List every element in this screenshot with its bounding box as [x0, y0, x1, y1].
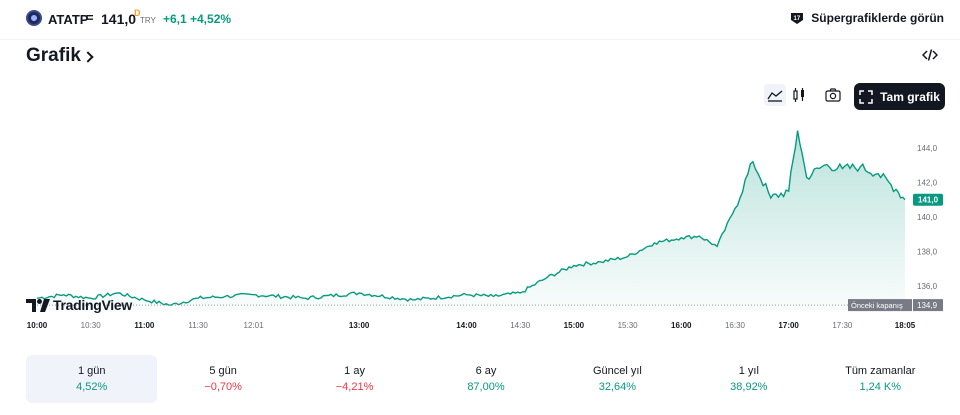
supercharts-icon: 17	[791, 13, 804, 24]
supercharts-label: Süpergrafiklerde görün	[811, 11, 944, 25]
period-value: 32,64%	[598, 381, 637, 393]
tradingview-watermark: TradingView	[26, 297, 132, 313]
section-title-text: Grafik	[26, 45, 81, 66]
last-price-tag	[913, 193, 943, 206]
period-label: 1 yıl	[738, 365, 759, 377]
period-value: 87,00%	[467, 381, 505, 393]
prev-close-value-tag	[913, 299, 943, 312]
area-chart-icon	[767, 90, 783, 102]
separator: =	[86, 10, 94, 25]
x-tick-label: 10:30	[81, 321, 102, 330]
period-tab[interactable]: Tüm zamanlar 1,24 K%	[815, 355, 946, 403]
prev-close-value: 134,9	[917, 301, 938, 310]
y-tick-label: 138,0	[917, 248, 938, 257]
period-label: 1 ay	[344, 365, 365, 377]
x-tick-label: 15:00	[564, 321, 585, 330]
y-tick-label: 142,0	[917, 178, 938, 187]
period-tab[interactable]: 1 yıl 38,92%	[683, 355, 814, 403]
period-tab[interactable]: 6 ay 87,00%	[420, 355, 551, 403]
x-tick-label: 14:30	[510, 321, 531, 330]
x-tick-label: 12:01	[244, 321, 265, 330]
tradingview-logo-text: TradingView	[53, 297, 132, 313]
chart-canvas: 144,0 142,0 140,0 138,0 136,0 141,0 Önceki kap…	[27, 130, 943, 330]
last-price-label: 141,0	[918, 196, 939, 205]
candles-chart-button[interactable]	[788, 84, 810, 106]
period-value: 1,24 K%	[859, 381, 902, 393]
symbol-header: ATATP = 141,0 D TRY +6,1 +4,52% 17 Süper…	[0, 0, 960, 40]
x-tick-label: 17:30	[832, 321, 853, 330]
price-chart[interactable]: 144,0 142,0 140,0 138,0 136,0 141,0 Önceki kap…	[0, 112, 960, 337]
chevron-right-icon	[82, 51, 94, 63]
currency-label: TRY	[140, 16, 156, 25]
y-tick-label: 144,0	[917, 144, 938, 153]
x-tick-label: 14:00	[456, 321, 477, 330]
x-tick-label: 11:00	[134, 321, 155, 330]
period-label: 5 gün	[209, 365, 237, 377]
prev-close-label: Önceki kapanış	[851, 301, 903, 310]
period-value: 38,92%	[730, 381, 768, 393]
period-label: Güncel yıl	[592, 365, 642, 377]
period-tab[interactable]: Güncel yıl 32,64%	[552, 355, 683, 403]
fullscreen-icon	[859, 89, 873, 104]
period-label: 1 gün	[77, 365, 106, 377]
last-price: 141,0	[101, 11, 137, 27]
x-tick-label: 13:00	[349, 321, 370, 330]
delayed-indicator: D	[134, 8, 141, 18]
full-chart-label: Tam grafik	[880, 89, 940, 104]
x-tick-label: 17:00	[778, 321, 799, 330]
period-value: −0,70%	[204, 381, 242, 393]
snapshot-button[interactable]	[822, 84, 844, 106]
price-change: +6,1	[163, 12, 187, 26]
x-tick-label: 15:30	[618, 321, 639, 330]
area-chart-button[interactable]	[764, 84, 786, 106]
x-tick-label: 16:30	[725, 321, 746, 330]
period-value: 4,52%	[76, 381, 108, 393]
period-tab[interactable]: 1 gün 4,52%	[26, 355, 158, 403]
period-value: −4,21%	[335, 381, 374, 393]
period-tab[interactable]: 1 ay −4,21%	[289, 355, 420, 403]
embed-code-icon[interactable]	[922, 48, 938, 62]
section-title[interactable]: Grafik	[26, 45, 94, 67]
x-tick-label: 16:00	[671, 321, 692, 330]
price-line	[36, 130, 906, 306]
candlestick-icon	[793, 88, 804, 102]
svg-text:17: 17	[794, 16, 801, 22]
symbol-name[interactable]: ATATP	[48, 12, 89, 27]
y-tick-label: 140,0	[917, 213, 938, 222]
camera-icon	[825, 88, 841, 102]
x-tick-label: 11:30	[188, 321, 208, 330]
supercharts-link[interactable]: 17 Süpergrafiklerde görün	[789, 10, 944, 26]
prev-close-tag	[848, 299, 912, 312]
x-tick-label: 10:00	[27, 321, 48, 330]
period-tab[interactable]: 5 gün −0,70%	[157, 355, 288, 403]
full-chart-button[interactable]: Tam grafik	[854, 83, 945, 110]
period-label: 6 ay	[475, 365, 497, 377]
x-tick-label: 18:05	[895, 321, 916, 330]
period-label: Tüm zamanlar	[845, 365, 916, 377]
company-logo-icon	[26, 10, 42, 26]
y-tick-label: 136,0	[917, 282, 938, 291]
area-fill	[37, 130, 905, 312]
chart-type-toolbar	[764, 84, 810, 106]
period-performance: 1 gün 4,52% 5 gün −0,70% 1 ay −4,21% 6 ay 87,00…	[26, 355, 946, 403]
tradingview-logo-icon	[26, 298, 50, 312]
price-change-percent: +4,52%	[190, 12, 232, 26]
